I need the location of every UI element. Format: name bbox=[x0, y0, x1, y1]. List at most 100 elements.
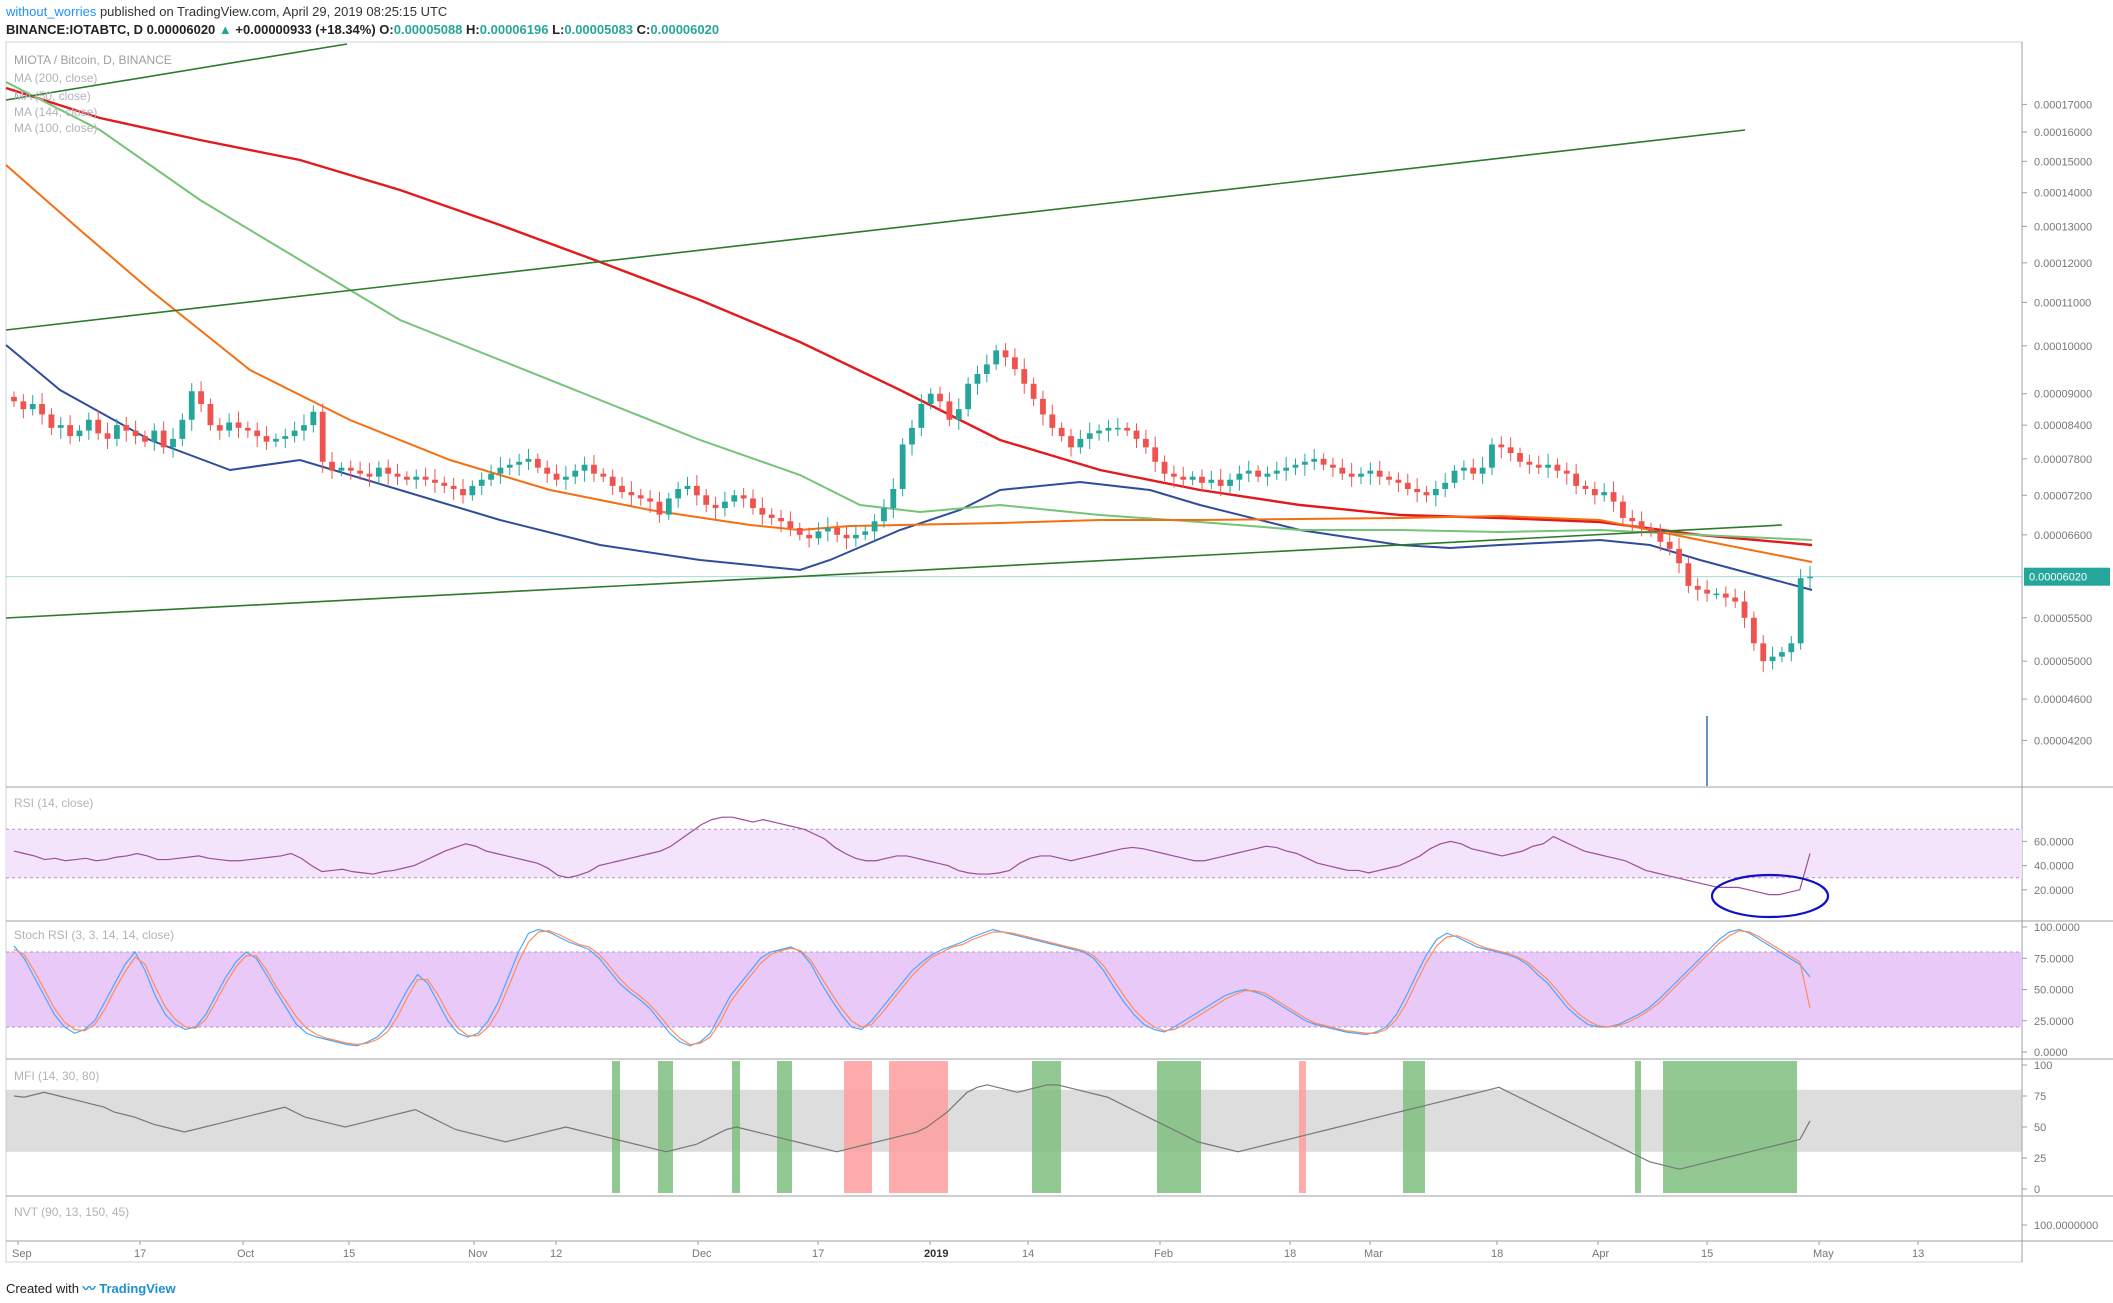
candle bbox=[188, 391, 195, 420]
time-tick-label: 18 bbox=[1284, 1248, 1296, 1260]
mfi-oversold-zone bbox=[658, 1061, 673, 1193]
candle bbox=[665, 498, 672, 515]
candle bbox=[647, 498, 653, 502]
candle bbox=[1591, 488, 1598, 496]
stoch-tick-label: 100.0000 bbox=[2034, 922, 2080, 934]
footer-brand[interactable]: TradingView bbox=[99, 1281, 176, 1296]
candle bbox=[740, 495, 747, 499]
candle bbox=[1769, 656, 1776, 662]
candle bbox=[955, 409, 962, 420]
candle bbox=[48, 414, 55, 428]
ma200-line bbox=[5, 86, 1813, 547]
candle bbox=[1049, 414, 1056, 428]
candle bbox=[85, 419, 92, 431]
candle bbox=[366, 473, 373, 477]
candle bbox=[1732, 597, 1739, 602]
candle bbox=[1554, 464, 1561, 471]
trend-line-support bbox=[5, 524, 1783, 619]
nvt-tick-label: 100.0000000 bbox=[2034, 1220, 2098, 1232]
author-link[interactable]: without_worries bbox=[6, 4, 97, 19]
candle bbox=[39, 403, 45, 415]
price-tick-label: 0.00009000 bbox=[2034, 389, 2092, 401]
candle bbox=[1376, 470, 1383, 477]
candle bbox=[834, 528, 841, 535]
candle bbox=[1807, 576, 1813, 579]
candle bbox=[1236, 473, 1243, 480]
candle bbox=[104, 433, 111, 439]
candle bbox=[862, 531, 869, 535]
candle bbox=[394, 473, 401, 477]
stoch-tick-label: 0.0000 bbox=[2034, 1047, 2068, 1059]
candle bbox=[1245, 470, 1252, 474]
legend-ma200: MA (200, close) bbox=[14, 71, 97, 85]
price-tick-label: 0.00016000 bbox=[2034, 127, 2092, 139]
candle bbox=[1638, 521, 1645, 529]
candle bbox=[899, 444, 906, 489]
tradingview-logo-icon[interactable]: 〰 bbox=[82, 1281, 96, 1296]
candle bbox=[1339, 467, 1346, 474]
candle bbox=[1610, 492, 1617, 502]
mfi-oversold-zone bbox=[612, 1061, 620, 1193]
candle bbox=[1002, 350, 1009, 358]
rsi-tick-label: 40.0000 bbox=[2034, 861, 2074, 873]
candle bbox=[1741, 601, 1748, 618]
publish-line: without_worries published on TradingView… bbox=[6, 4, 447, 19]
mfi-tick-label: 25 bbox=[2034, 1153, 2046, 1165]
candle bbox=[11, 396, 17, 402]
candle bbox=[1021, 369, 1028, 384]
ma144-line bbox=[5, 81, 1813, 541]
price-tick-label: 0.00004600 bbox=[2034, 694, 2092, 706]
time-tick-label: 13 bbox=[1912, 1248, 1924, 1260]
rsi-title: RSI (14, close) bbox=[14, 796, 93, 810]
candle bbox=[1199, 476, 1205, 483]
candle bbox=[1713, 593, 1720, 596]
candle bbox=[1152, 447, 1159, 462]
candle bbox=[1489, 444, 1495, 468]
time-tick-label: Dec bbox=[692, 1248, 712, 1260]
candle bbox=[768, 514, 775, 518]
candle bbox=[1694, 585, 1701, 590]
trend-line-top bbox=[5, 43, 348, 101]
candle bbox=[619, 485, 625, 493]
stoch-title: Stoch RSI (3, 3, 14, 14, close) bbox=[14, 928, 174, 942]
last-price-label: 0.00006020 bbox=[2029, 572, 2087, 584]
candle bbox=[1657, 531, 1664, 542]
candle bbox=[871, 521, 878, 532]
mfi-oversold-zone bbox=[1635, 1061, 1641, 1193]
mfi-series-line bbox=[13, 1084, 1811, 1170]
mfi-oversold-zone bbox=[777, 1061, 792, 1193]
candle bbox=[1311, 458, 1318, 462]
candle bbox=[750, 498, 756, 509]
time-tick-label: Nov bbox=[468, 1248, 488, 1260]
legend-ma144: MA (144, close) bbox=[14, 105, 97, 119]
rsi-band bbox=[6, 829, 2022, 878]
candle bbox=[1582, 485, 1589, 489]
stoch-series-line bbox=[13, 928, 1811, 1047]
candle bbox=[890, 488, 897, 509]
time-tick-label: 12 bbox=[550, 1248, 562, 1260]
candle bbox=[1573, 473, 1580, 486]
trend-line-upper bbox=[5, 129, 1746, 331]
candle bbox=[385, 467, 392, 474]
candle bbox=[534, 458, 541, 468]
candle bbox=[703, 495, 710, 505]
candle bbox=[712, 504, 719, 509]
candle bbox=[1264, 473, 1271, 477]
candle bbox=[1722, 593, 1729, 598]
time-tick-label: Sep bbox=[12, 1248, 32, 1260]
candle bbox=[1620, 501, 1626, 518]
candle bbox=[422, 476, 429, 480]
footer: Created with 〰 TradingView bbox=[6, 1278, 176, 1297]
candle bbox=[1096, 430, 1102, 434]
candle bbox=[852, 534, 859, 539]
candle bbox=[450, 485, 457, 489]
candle bbox=[881, 508, 887, 522]
candle bbox=[946, 401, 953, 420]
candle bbox=[441, 482, 448, 486]
candle bbox=[282, 436, 289, 439]
footer-created: Created with bbox=[6, 1281, 79, 1296]
time-tick-label: Feb bbox=[1154, 1248, 1173, 1260]
candle bbox=[1432, 488, 1439, 496]
candle bbox=[1348, 473, 1355, 477]
